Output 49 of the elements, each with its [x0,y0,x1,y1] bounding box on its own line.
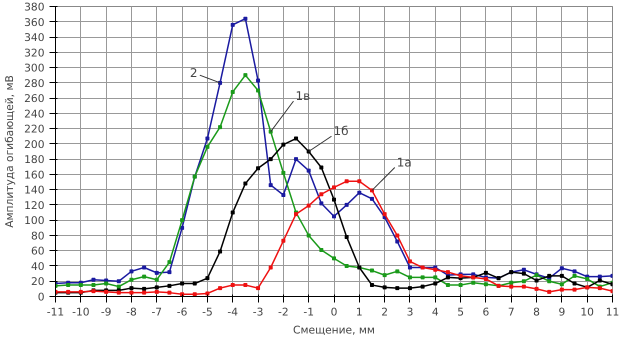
x-tick-label: 8 [533,306,540,318]
x-tick-label: -4 [227,306,238,318]
x-tick-label: 4 [432,306,439,318]
annotation: 2 [190,66,198,80]
x-tick-label: 2 [381,306,388,318]
y-tick-label: 260 [24,92,45,106]
x-tick-label: -3 [252,306,264,318]
x-tick-label: 7 [508,306,515,318]
x-tick-label: 1 [356,306,363,318]
x-tick-label: 0 [330,306,338,318]
y-tick-label: 320 [24,46,45,60]
y-tick-label: 20 [30,275,45,288]
y-tick-label: 80 [30,229,45,242]
x-axis-title: Смещение, мм [293,324,375,336]
annotation: 1б [333,124,349,138]
y-tick-label: 40 [30,260,45,273]
x-tick-label: -9 [100,306,112,318]
x-tick-label: -6 [176,306,188,318]
y-tick-label: 200 [24,138,45,151]
y-tick-label: 160 [24,168,45,182]
y-axis-title: Амплитуда огибающей, мВ [3,75,16,228]
y-tick-label: 360 [24,16,45,29]
x-tick-label: -2 [278,306,289,318]
x-tick-label: -7 [151,306,162,318]
x-tick-label: 5 [457,306,464,318]
y-tick-label: 120 [24,198,45,212]
y-tick-label: 180 [24,153,45,166]
annotation: 1а [396,156,412,170]
y-tick-label: 140 [24,184,45,197]
x-tick-label: 11 [606,306,620,318]
x-tick-label: -5 [202,306,213,318]
y-tick-label: 340 [24,31,45,44]
y-tick-label: 380 [24,0,45,14]
y-tick-label: 60 [30,244,45,258]
annotation: 1в [295,89,310,104]
x-tick-label: 10 [580,306,594,318]
y-tick-label: 220 [24,122,45,136]
y-tick-label: 240 [24,107,45,120]
y-tick-label: 0 [38,290,45,304]
x-tick-label: -8 [126,306,137,318]
x-tick-label: 3 [406,306,414,318]
y-tick-label: 300 [24,62,45,75]
x-tick-label: -1 [303,306,314,318]
x-tick-label: 6 [482,306,490,318]
x-tick-label: 9 [558,306,566,318]
x-tick-label: -10 [72,306,90,318]
y-tick-label: 100 [24,214,45,228]
y-tick-label: 280 [24,76,45,90]
x-tick-label: -11 [46,306,64,318]
